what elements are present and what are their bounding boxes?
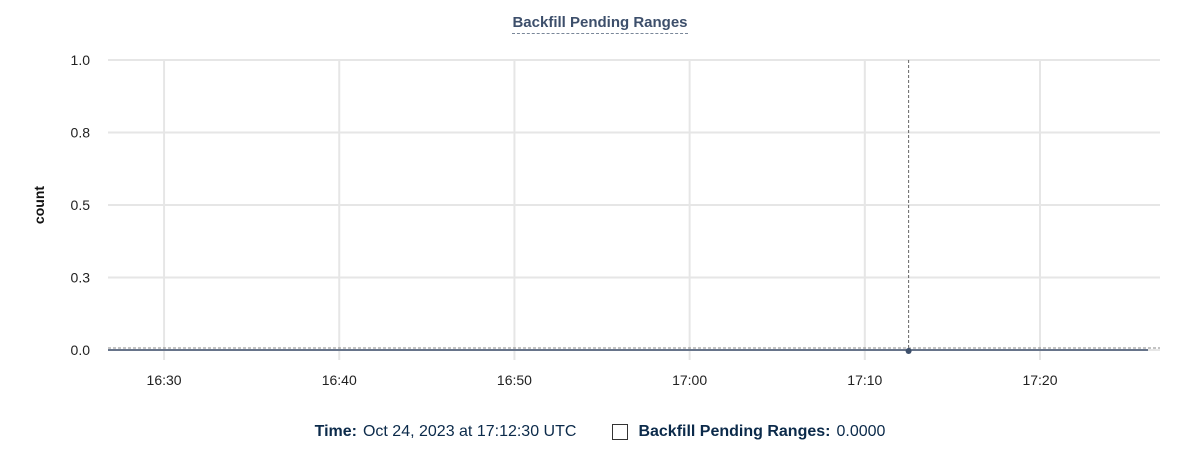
x-tick-label: 16:30	[147, 372, 182, 388]
y-axis-label: count	[31, 186, 47, 224]
x-tick-label: 17:20	[1022, 372, 1057, 388]
time-value: Oct 24, 2023 at 17:12:30 UTC	[362, 423, 577, 440]
y-tick-label: 0.3	[71, 270, 91, 286]
x-tick-label: 17:10	[847, 372, 882, 388]
y-tick-label: 0.0	[71, 342, 91, 358]
chart-title-wrap: Backfill Pending Ranges	[0, 14, 1200, 34]
x-tick-label: 16:40	[322, 372, 357, 388]
x-tick-label: 17:00	[672, 372, 707, 388]
series-value: 0.0000	[836, 423, 886, 440]
y-tick-label: 0.5	[71, 197, 91, 213]
time-label: Time:	[314, 423, 357, 440]
y-tick-label: 1.0	[71, 52, 91, 68]
chart-title[interactable]: Backfill Pending Ranges	[512, 14, 688, 34]
x-tick-label: 16:50	[497, 372, 532, 388]
y-tick-label: 0.8	[71, 125, 91, 141]
series-label: Backfill Pending Ranges:	[638, 423, 831, 440]
tooltip-legend: Time: Oct 24, 2023 at 17:12:30 UTC Backf…	[0, 423, 1200, 441]
hover-point	[905, 348, 912, 354]
series-checkbox[interactable]	[612, 424, 629, 440]
